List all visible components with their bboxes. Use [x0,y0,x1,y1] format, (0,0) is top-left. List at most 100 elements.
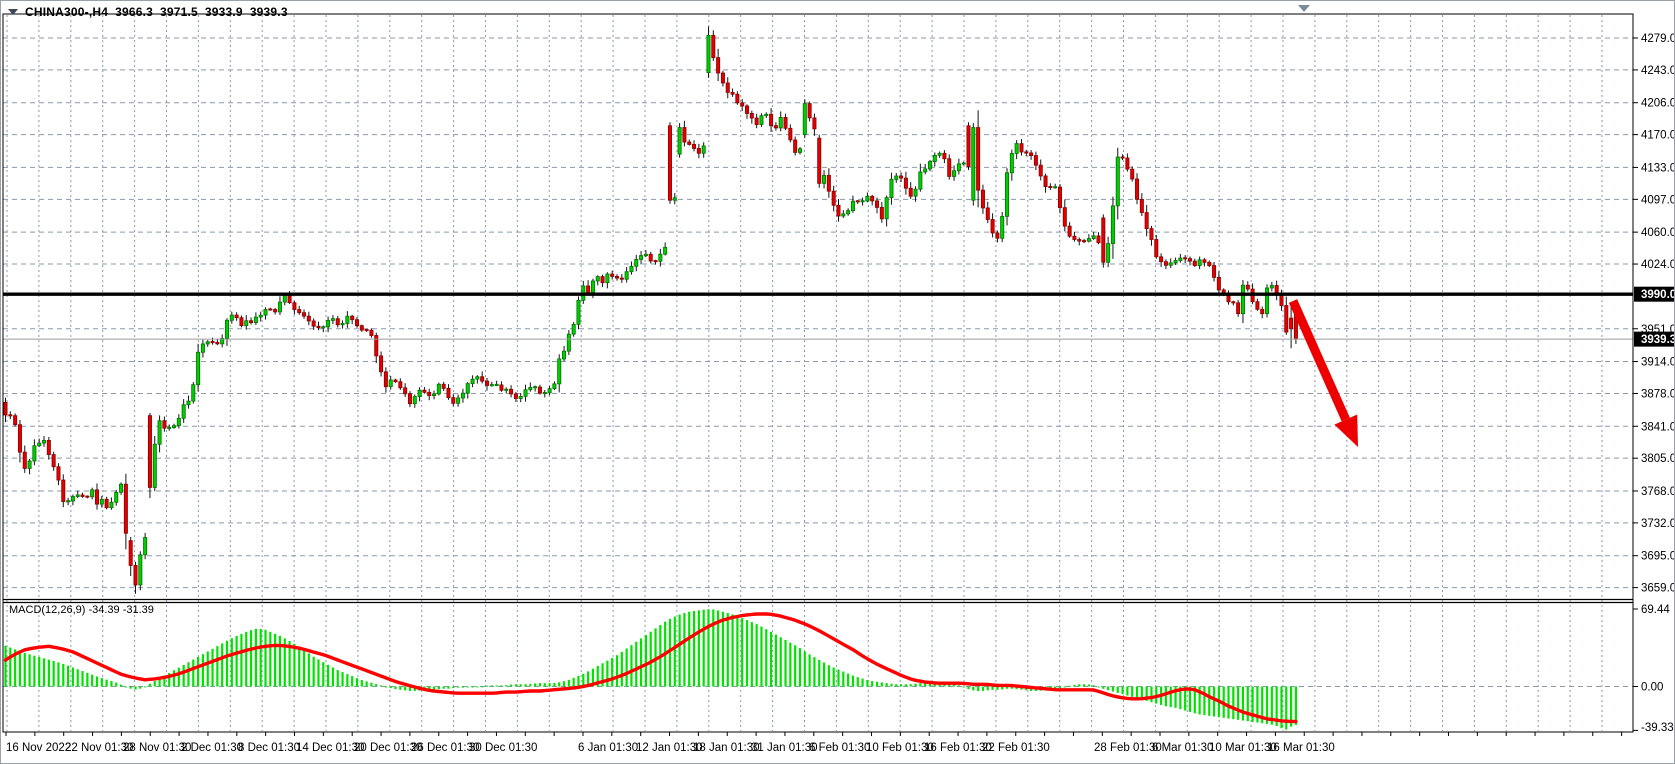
bear-candle [1135,178,1140,200]
bear-candle [1125,157,1130,170]
macd-histogram-bar [360,680,363,687]
trend-arrow-head[interactable] [1334,414,1358,447]
macd-histogram-bar [66,665,70,687]
bull-candle [802,103,807,136]
bear-candle [1187,258,1192,262]
macd-histogram-bar [861,678,864,687]
bear-candle [1062,207,1067,227]
bull-candle [138,554,143,586]
bull-candle [884,197,889,220]
bear-candle [1024,151,1029,154]
bull-candle [1106,243,1111,263]
bear-candle [3,401,8,416]
bear-candle [687,141,692,145]
bear-candle [619,277,624,280]
macd-histogram-bar [312,656,315,687]
macd-histogram-bar [76,669,79,687]
bear-candle [1289,317,1294,330]
bull-candle [639,255,644,260]
bear-candle [393,379,398,383]
macd-histogram-bar [789,642,792,687]
bear-candle [735,93,740,104]
bear-candle [1120,156,1125,159]
macd-histogram-bar [924,683,927,687]
macd-histogram-bar [62,663,65,687]
bear-candle [1139,198,1144,213]
macd-histogram-bar [500,685,503,687]
bull-candle [518,395,523,399]
macd-histogram-bar [794,645,797,687]
macd-histogram-bar [712,609,715,687]
price-axis-label: 3878.0 [1641,388,1675,400]
date-axis-label: 18 Jan 01:30 [693,742,760,754]
bull-candle [253,316,258,324]
price-lines[interactable] [3,292,1633,340]
bull-candle [330,318,335,321]
macd-histogram-bar [1001,686,1004,690]
macd-histogram-bar [240,633,243,687]
price-axis-label: 4206.0 [1641,98,1675,110]
trend-arrow-shaft[interactable] [1288,299,1350,422]
macd-histogram-bar [591,668,595,687]
macd-histogram-bar [298,646,301,687]
macd-histogram-bar [731,614,734,687]
macd-histogram-bar [798,648,802,687]
bear-candle [1236,302,1241,315]
bull-candle [566,333,571,352]
bull-candle [1269,285,1274,289]
macd-histogram-bar [928,682,932,687]
bear-candle [364,329,369,332]
bull-candle [1091,235,1096,239]
bear-candle [85,495,90,498]
macd-histogram-bar [288,641,291,687]
price-axis[interactable]: 4279.0 4243.0 4206.0 4170.0 4133.0 4097.0 4060… [1633,33,1675,734]
macd-histogram-bar [1063,686,1066,688]
bear-candle [273,309,278,313]
macd-histogram-bar [1164,686,1168,707]
macd-histogram-bar [692,611,696,687]
bull-candle [865,195,870,202]
price-axis-label: 3732.0 [1641,518,1675,530]
date-axis-label: 31 Jan 01:30 [751,742,818,754]
bear-candle [653,260,658,263]
symbol-dropdown-icon[interactable] [8,9,18,15]
macd-histogram-bar [1082,684,1086,687]
macd-histogram-bar [996,686,999,690]
macd-histogram-bar [1116,686,1119,693]
macd-histogram-bar [543,683,546,687]
macd-histogram-bar [447,686,450,689]
bull-candle [244,320,249,326]
bear-candle [716,57,721,74]
bear-candle [1144,212,1149,230]
macd-histogram-bar [1078,684,1081,687]
macd-histogram-bar [163,675,166,687]
bear-candle [769,113,774,127]
bear-candle [1212,265,1217,278]
macd-panel[interactable] [3,609,1298,730]
macd-histogram-bar [967,686,970,690]
macd-histogram-bar [327,664,330,687]
bull-candle [494,383,499,386]
bear-candle [1279,294,1284,306]
macd-histogram-bar [197,656,200,687]
macd-histogram-bar [129,686,132,689]
bear-candle [133,565,138,586]
macd-histogram-bar [765,629,768,687]
macd-histogram-bar [856,677,859,687]
macd-histogram-bar [630,645,633,687]
macd-histogram-bar [457,686,460,688]
macd-histogram-bar [42,658,46,687]
bear-candle [648,253,653,262]
macd-histogram-bar [1193,686,1196,714]
bull-candle [860,200,865,203]
macd-histogram-bar [394,686,397,690]
chart-shift-marker-icon[interactable] [1298,5,1310,12]
macd-histogram-bar [678,614,681,687]
bear-candle [1163,261,1168,266]
bull-candle [552,383,557,390]
bull-candle [759,115,764,125]
macd-histogram-bar [620,651,623,687]
bear-candle [995,232,1000,239]
